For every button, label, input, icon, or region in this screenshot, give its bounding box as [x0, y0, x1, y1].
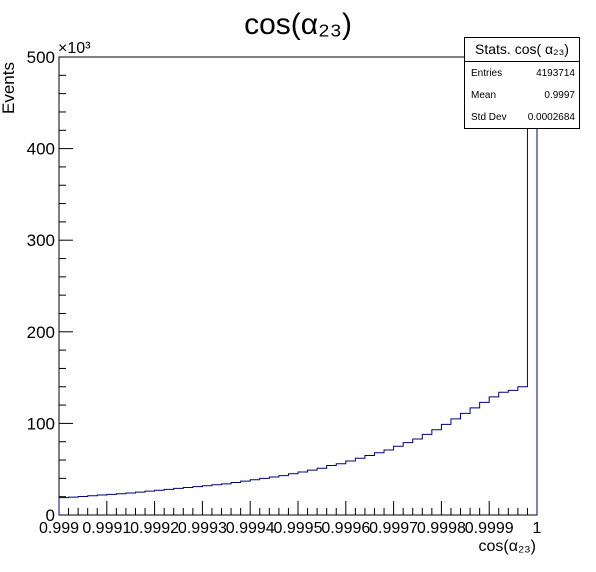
x-tick-label: 0.9996: [321, 520, 370, 537]
histogram-bin: [174, 488, 184, 515]
x-tick-label: 0.9994: [226, 520, 275, 537]
histogram-bin: [413, 439, 423, 515]
stats-title: Stats. cos( α₂₃): [465, 38, 579, 62]
histogram-bin: [135, 492, 145, 515]
stats-mean-value: 0.9997: [544, 90, 575, 101]
x-tick-label: 0.9997: [369, 520, 418, 537]
x-tick-label: 0.9991: [82, 520, 131, 537]
x-tick-label: 0.9993: [178, 520, 227, 537]
histogram-bin: [432, 430, 442, 515]
stats-row-mean: Mean 0.9997: [465, 85, 579, 107]
y-tick-label: 100: [27, 414, 55, 433]
histogram-bin: [365, 455, 375, 515]
histogram-bin: [116, 494, 126, 515]
y-tick-label: 300: [27, 231, 55, 250]
histogram-bin: [155, 490, 165, 515]
y-axis-label: Events: [0, 62, 18, 114]
histogram-bin: [193, 487, 203, 515]
histogram-bin: [59, 498, 69, 515]
histogram-bin: [78, 496, 88, 515]
histogram-bin: [394, 446, 404, 515]
histogram-bin: [508, 390, 518, 515]
stats-entries-label: Entries: [471, 68, 503, 79]
histogram-bin: [231, 482, 241, 515]
histogram-bin: [241, 481, 251, 515]
x-tick-label: 0.999: [39, 520, 79, 537]
histogram-bin: [260, 478, 270, 515]
stats-row-entries: Entries 4193714: [465, 63, 579, 85]
tick-labels: 0.999 0.99910.99920.99930.99940.99950.999…: [27, 48, 542, 537]
histogram-bin: [422, 434, 432, 515]
histogram-bin: [212, 485, 222, 515]
histogram-bin: [403, 443, 413, 515]
histogram-bin: [97, 495, 107, 515]
histogram-series-line: [58, 65, 538, 515]
histogram-bin: [298, 472, 308, 515]
histogram-bin: [346, 461, 356, 515]
stats-box: Stats. cos( α₂₃) Entries 4193714 Mean 0.…: [464, 37, 580, 129]
histogram-bin: [461, 413, 471, 515]
histogram-bin: [202, 486, 212, 515]
histogram-bin: [355, 458, 365, 515]
histogram-bin: [183, 488, 193, 515]
histogram-bin: [69, 497, 79, 515]
histogram-bin: [518, 387, 528, 515]
y-tick-label: 0: [46, 506, 55, 525]
histogram-bin: [451, 419, 461, 515]
x-tick-label: 0.9998: [417, 520, 466, 537]
histogram-bin: [374, 453, 384, 515]
stats-entries-value: 4193714: [536, 68, 575, 79]
histogram-bin: [489, 397, 499, 515]
histogram-bin: [527, 66, 537, 515]
y-tick-label: 200: [27, 323, 55, 342]
y-multiplier-label: ×10³: [58, 40, 91, 57]
y-tick-label: 400: [27, 140, 55, 159]
histogram-bin: [164, 489, 174, 515]
histogram-bin: [145, 491, 155, 515]
chart-title: cos(α₂₃): [244, 8, 352, 41]
histogram-bin: [336, 464, 346, 515]
stats-stddev-label: Std Dev: [471, 112, 507, 123]
histogram-bins: [59, 66, 537, 515]
axis-ticks: [58, 56, 538, 516]
stats-stddev-value: 0.0002684: [527, 112, 575, 123]
histogram-bin: [107, 494, 117, 515]
x-tick-label: 0.9995: [274, 520, 323, 537]
x-tick-label: 0.9999: [465, 520, 514, 537]
histogram-bin: [288, 474, 298, 515]
histogram-bin: [480, 402, 490, 515]
histogram-bin: [126, 493, 136, 515]
histogram-bin: [499, 392, 509, 515]
histogram-bin: [308, 470, 318, 515]
histogram-bin: [88, 496, 98, 515]
histogram-bin: [317, 468, 327, 515]
histogram-bin: [327, 466, 337, 515]
stats-mean-label: Mean: [471, 90, 497, 101]
histogram-bin: [269, 477, 279, 515]
histogram-bin: [279, 476, 289, 515]
histogram-bin: [250, 480, 260, 515]
histogram-bin: [441, 424, 451, 515]
histogram-bin: [222, 484, 232, 515]
x-tick-label: 0.9992: [130, 520, 179, 537]
x-tick-label: 1: [533, 520, 542, 537]
y-tick-label: 500: [27, 48, 55, 67]
stats-row-stddev: Std Dev 0.0002684: [465, 107, 579, 129]
histogram-bin: [470, 408, 480, 515]
x-axis-label: cos(α₂₃): [478, 538, 536, 555]
histogram-bin: [384, 450, 394, 515]
